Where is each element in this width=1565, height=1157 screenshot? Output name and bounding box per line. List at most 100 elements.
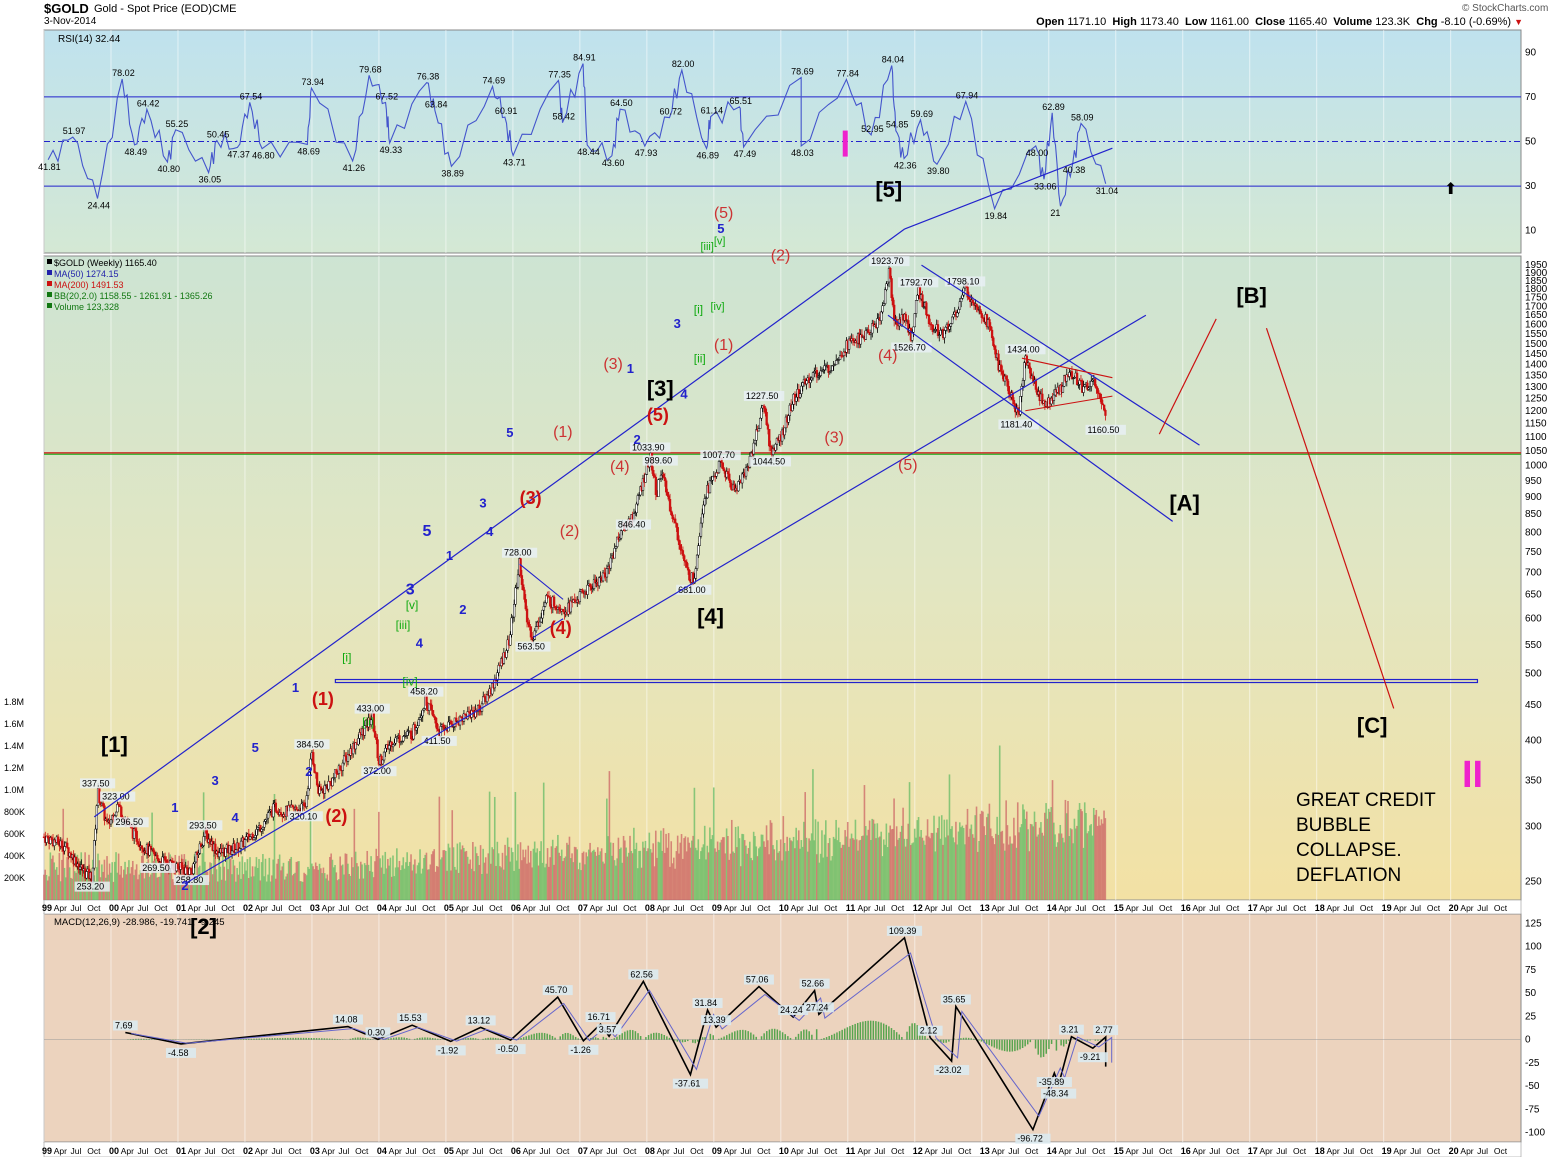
candle-body [543,602,547,607]
volume-bar [481,873,483,900]
rsi-value-label: 47.37 [227,149,250,159]
year-tick-label: 15 [1114,1146,1124,1156]
macd-histogram-bar [1016,1039,1019,1051]
volume-bar [974,815,977,900]
volume-bar [1014,835,1016,900]
volume-bar [915,837,917,900]
candle-body [233,843,236,853]
macd-histogram-bar [318,1038,320,1040]
volume-bar [387,858,389,900]
volume-bar [777,852,779,900]
volume-bar [244,862,246,900]
macd-value-label: 14.08 [335,1015,358,1025]
year-tick-label: 19 [1382,903,1392,913]
month-tick-label: Apr [1460,903,1473,913]
year-tick-label: 11 [846,1146,856,1156]
macd-histogram-bar [364,1038,367,1040]
macd-histogram-bar [988,1039,990,1046]
macd-panel: -100-75-50-250255075100125MACD(12,26,9) … [44,917,1545,1144]
candle-body [149,846,153,850]
volume-bar [608,771,611,900]
price-label-bg [74,881,110,892]
wave-label: [B] [1236,283,1267,308]
candle-body [757,428,761,432]
macd-histogram-bar [945,1039,947,1043]
macd-histogram-bar [253,1038,255,1040]
volume-bar [457,872,460,900]
macd-histogram-bar [472,1037,474,1040]
year-tick-label: 00 [109,903,119,913]
candle-body [496,672,499,681]
price-tick-label: 1850 [1525,276,1548,287]
macd-value-label: -96.72 [1017,1134,1043,1144]
macd-histogram-bar [668,1037,671,1040]
month-tick-label: Apr [1259,1146,1272,1156]
macd-label-bg [365,1027,391,1038]
volume-bar [57,874,59,900]
candle-body [967,296,971,300]
volume-bar [933,815,935,900]
macd-histogram-bar [901,1036,903,1040]
macd-histogram-bar [525,1036,528,1040]
volume-bar [946,819,948,900]
volume-bar [607,836,609,900]
candle-body [667,495,670,500]
volume-bar [826,856,828,900]
volume-bar [541,862,544,900]
month-tick-label: Apr [121,903,134,913]
volume-bar [255,857,258,900]
volume-bar [1006,825,1009,900]
macd-label-bg [778,1005,809,1016]
month-tick-label: Apr [1259,903,1272,913]
month-tick-label: Jul [807,1146,818,1156]
wave-label: (4) [610,459,630,476]
year-tick-label: 20 [1449,1146,1459,1156]
macd-histogram-bar [800,1031,802,1040]
price-label-bg [998,419,1039,430]
macd-histogram-bar [882,1023,885,1040]
candle-body [980,313,983,318]
volume-bar [499,866,501,900]
candle-body [715,472,718,477]
candle-body [466,711,469,720]
month-tick-label: Apr [992,903,1005,913]
macd-histogram-bar [315,1038,318,1040]
volume-bar [786,836,788,900]
volume-bar [920,829,922,900]
volume-bar [265,881,268,900]
macd-tick-label: 75 [1525,965,1537,976]
volume-bar [129,873,132,900]
volume-bar [1007,844,1010,900]
volume-bar [322,867,325,900]
price-tick-label: 1950 [1525,260,1548,271]
volume-bar [1018,832,1020,900]
candle-body [176,863,180,869]
volume-bar [714,848,716,900]
volume-bar [486,873,488,900]
candle-body [876,318,879,328]
rsi-value-label: 82.00 [672,59,695,69]
wave-label: (2) [771,248,791,265]
watermark: © StockCharts.com [1462,3,1549,14]
rsi-value-label: 31.04 [1096,186,1119,196]
volume-bar [1080,809,1082,900]
month-tick-label: Oct [1159,903,1173,913]
volume-bar [615,865,617,900]
volume-bar [618,848,621,900]
volume-bar [823,834,826,900]
volume-bar [403,868,406,900]
volume-bar [768,854,770,900]
volume-bar [550,846,553,900]
volume-bar [854,819,857,900]
volume-bar [330,853,332,900]
volume-bar [64,877,67,900]
candle-body [721,462,725,469]
month-tick-label: Apr [322,1146,335,1156]
month-tick-label: Jul [1075,1146,1086,1156]
macd-histogram-bar [867,1020,869,1040]
candle-body [880,311,883,321]
candle-body [810,377,813,381]
volume-bar [810,833,813,900]
volume-bar [254,866,256,900]
volume-bar [987,813,989,900]
